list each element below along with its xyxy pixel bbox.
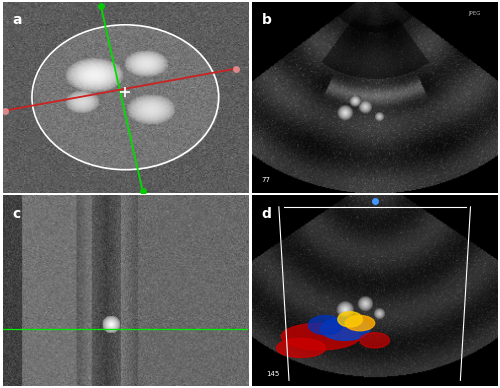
Ellipse shape — [320, 317, 370, 340]
Ellipse shape — [308, 315, 342, 334]
Ellipse shape — [345, 315, 374, 331]
Text: JPEG: JPEG — [468, 12, 480, 16]
Ellipse shape — [338, 312, 362, 327]
Text: 145: 145 — [266, 371, 280, 377]
Text: 77: 77 — [262, 177, 270, 183]
Text: a: a — [12, 13, 22, 28]
Text: c: c — [12, 207, 20, 221]
Text: d: d — [262, 207, 272, 221]
Ellipse shape — [360, 333, 390, 348]
Text: b: b — [262, 13, 272, 28]
Ellipse shape — [276, 338, 326, 357]
Ellipse shape — [282, 323, 360, 350]
